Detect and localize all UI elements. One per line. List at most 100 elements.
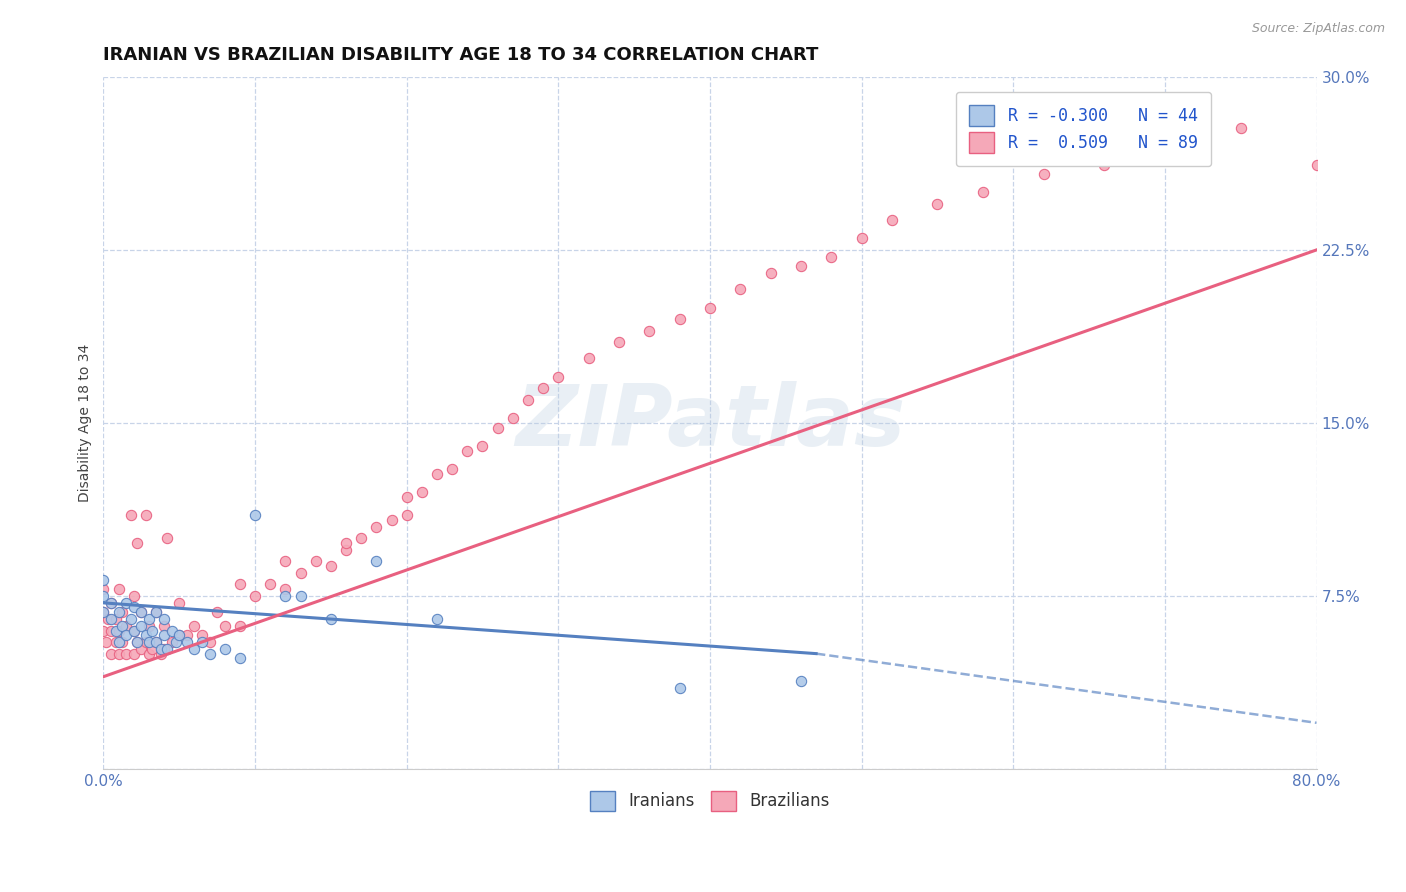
Point [1305,157,1327,171]
Point [138,635,160,649]
Point [972,186,994,200]
Point [156,531,179,545]
Point [699,301,721,315]
Point [456,443,478,458]
Point [93,605,115,619]
Point [125,635,148,649]
Point [191,628,214,642]
Point [110,619,132,633]
Point [229,651,252,665]
Point [205,605,228,619]
Point [93,605,115,619]
Point [730,282,752,296]
Point [607,335,630,350]
Point [115,596,138,610]
Point [668,681,690,696]
Point [335,536,357,550]
Point [1092,157,1115,171]
Point [129,619,152,633]
Point [107,647,129,661]
Point [229,577,252,591]
Point [176,635,198,649]
Point [93,589,115,603]
Point [243,508,266,523]
Point [176,628,198,642]
Point [851,231,873,245]
Point [129,605,152,619]
Point [107,582,129,596]
Text: IRANIAN VS BRAZILIAN DISABILITY AGE 18 TO 34 CORRELATION CHART: IRANIAN VS BRAZILIAN DISABILITY AGE 18 T… [104,46,818,64]
Point [93,573,115,587]
Point [198,647,221,661]
Point [274,589,297,603]
Point [1032,167,1054,181]
Point [486,420,509,434]
Point [122,647,145,661]
Point [274,554,297,568]
Point [214,642,236,657]
Point [165,635,187,649]
Point [319,612,342,626]
Point [1229,120,1251,135]
Y-axis label: Disability Age 18 to 34: Disability Age 18 to 34 [79,343,93,502]
Point [135,628,157,642]
Point [274,582,297,596]
Point [198,635,221,649]
Point [150,647,173,661]
Point [125,635,148,649]
Point [135,635,157,649]
Point [104,635,127,649]
Point [395,490,418,504]
Point [183,642,205,657]
Point [135,508,157,523]
Point [366,520,388,534]
Point [115,647,138,661]
Point [290,566,312,580]
Point [290,589,312,603]
Point [141,624,163,638]
Point [790,674,813,689]
Point [820,250,842,264]
Point [927,196,949,211]
Point [145,605,167,619]
Point [141,642,163,657]
Point [129,642,152,657]
Point [259,577,281,591]
Point [243,589,266,603]
Point [104,612,127,626]
Point [790,259,813,273]
Point [305,554,328,568]
Point [531,381,554,395]
Point [578,351,600,366]
Point [167,596,190,610]
Point [145,635,167,649]
Point [150,642,173,657]
Point [115,628,138,642]
Point [153,642,176,657]
Point [115,619,138,633]
Point [411,485,433,500]
Point [153,628,176,642]
Point [156,642,179,657]
Point [100,596,122,610]
Point [122,600,145,615]
Point [471,439,494,453]
Point [125,536,148,550]
Point [426,612,449,626]
Point [120,612,142,626]
Point [229,619,252,633]
Point [517,392,540,407]
Point [138,619,160,633]
Point [380,513,402,527]
Point [502,411,524,425]
Point [214,619,236,633]
Point [638,324,661,338]
Point [107,635,129,649]
Point [122,624,145,638]
Point [122,624,145,638]
Point [167,628,190,642]
Point [441,462,464,476]
Point [335,542,357,557]
Point [96,635,118,649]
Point [107,605,129,619]
